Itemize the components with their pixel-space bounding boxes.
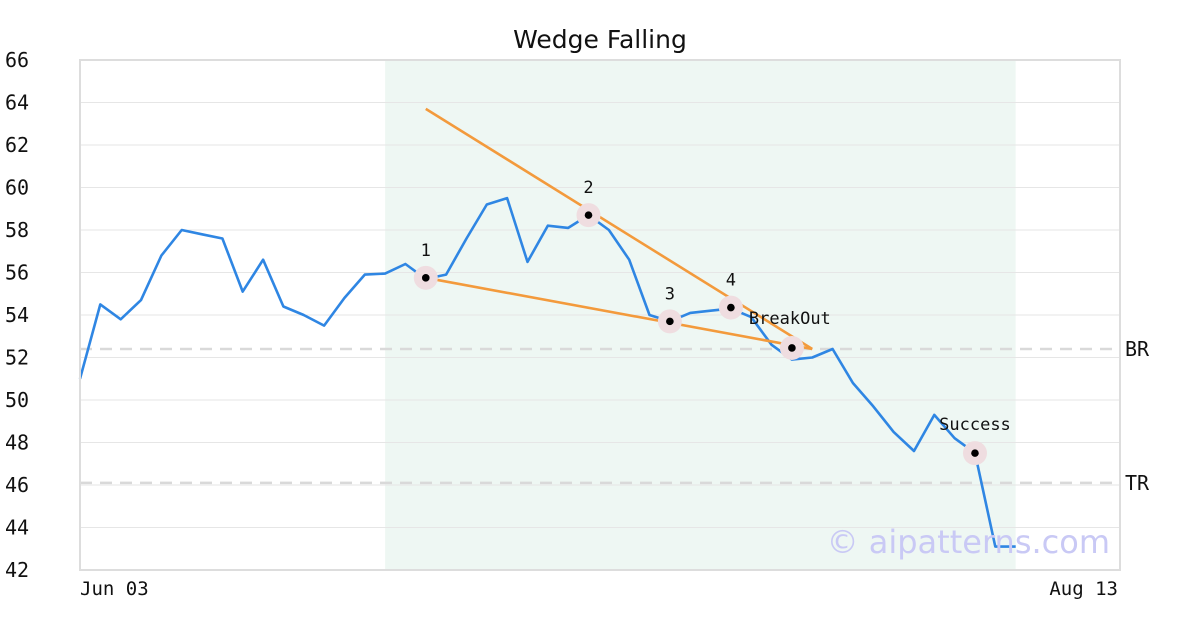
y-tick-label: 54: [5, 303, 29, 327]
y-tick-label: 58: [5, 218, 29, 242]
price-line: [78, 196, 1016, 548]
y-tick-label: 62: [5, 133, 29, 157]
levels: BR TR: [80, 337, 1150, 495]
y-tick-label: 60: [5, 176, 29, 200]
point-label: 2: [583, 178, 593, 198]
point-label: 1: [421, 241, 431, 261]
y-tick-label: 52: [5, 346, 29, 370]
x-tick-end: Aug 13: [1049, 578, 1118, 600]
level-label: BR: [1125, 337, 1150, 361]
point-dot: [584, 211, 593, 219]
point-dot: [421, 274, 430, 282]
y-tick-label: 50: [5, 388, 29, 412]
y-tick-label: 42: [5, 558, 29, 582]
watermark: © aipatterns.com: [827, 523, 1110, 561]
point-label: 3: [665, 284, 675, 304]
point-dot: [788, 344, 796, 352]
pattern-points: 1 2 3 4 BreakOut Success: [413, 178, 1011, 466]
point-label: Success: [939, 415, 1011, 435]
point-dot: [666, 317, 674, 326]
y-tick-label: 48: [5, 431, 29, 455]
point-label: 4: [726, 271, 736, 291]
trendlines: [425, 107, 813, 351]
y-tick-label: 44: [5, 516, 29, 540]
x-tick-start: Jun 03: [80, 578, 149, 600]
point-label: BreakOut: [749, 309, 831, 329]
point-dot: [971, 449, 979, 457]
level-label: TR: [1125, 471, 1150, 495]
y-tick-label: 56: [5, 261, 29, 285]
y-tick-label: 46: [5, 473, 29, 497]
plot-frame: [79, 59, 1121, 571]
point-dot: [727, 303, 735, 312]
trendline: [425, 107, 813, 351]
trendline: [425, 276, 813, 351]
y-axis-ticks: 42 44 46 48 50 52 54 56 58 60 62 64 66: [5, 48, 29, 582]
y-tick-label: 66: [5, 48, 29, 72]
y-tick-label: 64: [5, 91, 29, 115]
chart-title: Wedge Falling: [513, 25, 687, 54]
